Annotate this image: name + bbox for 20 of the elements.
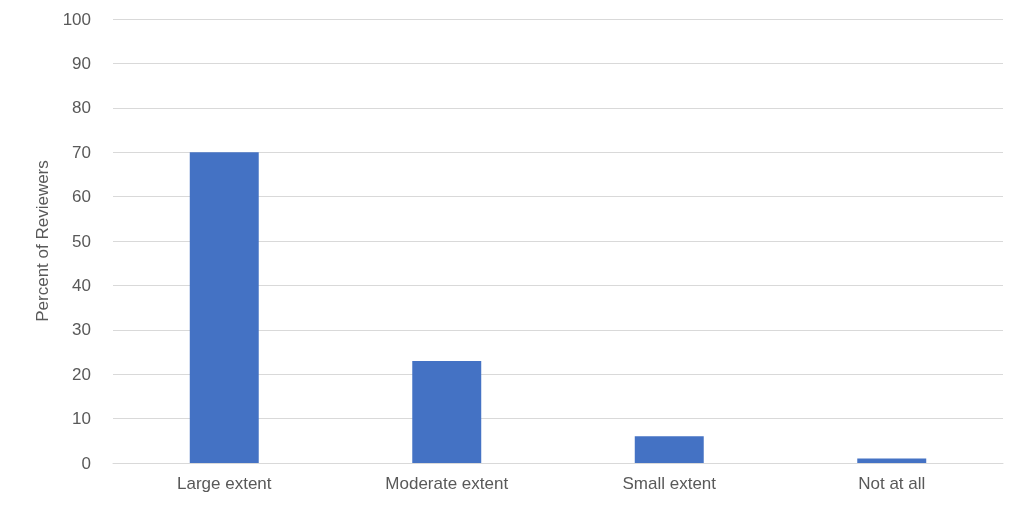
x-tick-label: Not at all [858, 474, 926, 493]
bar [857, 458, 927, 463]
bar [189, 152, 259, 463]
y-tick-label: 20 [72, 364, 91, 384]
x-tick-label: Small extent [622, 474, 717, 493]
bar [412, 360, 482, 463]
y-tick-label: 10 [72, 409, 91, 429]
y-tick-label: 30 [72, 320, 91, 340]
y-tick-label: 40 [72, 275, 91, 295]
y-tick-label: 100 [62, 9, 91, 29]
bar [634, 436, 704, 463]
x-tick-label: Large extent [176, 474, 272, 493]
x-tick-label: Moderate extent [385, 474, 509, 493]
y-tick-label: 50 [72, 231, 91, 251]
y-tick-label: 60 [72, 187, 91, 207]
y-tick-label: 80 [72, 98, 91, 118]
y-tick-label: 90 [72, 53, 91, 73]
y-tick-label: 0 [81, 453, 91, 473]
y-tick-label: 70 [72, 142, 91, 162]
y-axis-title: Percent of Reviewers [33, 160, 52, 322]
